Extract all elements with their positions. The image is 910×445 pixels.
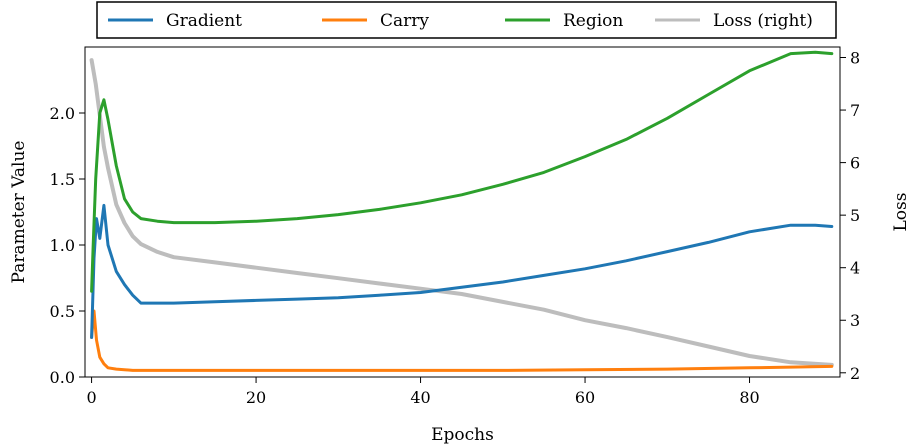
y2-tick-label: 4 xyxy=(850,259,860,278)
y-axis-label: Parameter Value xyxy=(9,141,29,284)
series-line-loss-right xyxy=(89,58,834,367)
y2-axis-label: Loss xyxy=(891,193,910,232)
y-tick-label: 0.0 xyxy=(50,368,75,387)
x-axis-label: Epochs xyxy=(431,425,494,445)
x-tick-label: 20 xyxy=(246,388,266,407)
x-tick-label: 40 xyxy=(410,388,430,407)
y-tick-label: 2.0 xyxy=(50,104,75,123)
x-tick-label: 0 xyxy=(86,388,96,407)
series-line-gradient xyxy=(90,203,834,339)
y-axis-ticks: 0.0 0.5 1.0 1.5 2.0 xyxy=(50,104,85,387)
legend-label-gradient: Gradient xyxy=(166,11,242,31)
legend: Gradient Carry Region Loss (right) xyxy=(96,1,837,39)
y2-axis-ticks: 2 3 4 5 6 7 8 xyxy=(840,49,860,383)
series-line-carry xyxy=(90,309,834,372)
legend-box xyxy=(96,1,837,39)
legend-label-loss-right: Loss (right) xyxy=(713,11,813,31)
legend-label-carry: Carry xyxy=(380,11,429,31)
y-tick-label: 1.5 xyxy=(50,170,75,189)
legend-label-region: Region xyxy=(563,11,623,31)
y2-tick-label: 3 xyxy=(850,311,860,330)
y2-tick-label: 6 xyxy=(850,154,860,173)
plot-frame xyxy=(84,46,841,378)
series-line-region xyxy=(90,50,834,293)
y-tick-label: 1.0 xyxy=(50,236,75,255)
y2-tick-label: 8 xyxy=(850,49,860,68)
y-tick-label: 0.5 xyxy=(50,302,75,321)
y2-tick-label: 2 xyxy=(850,364,860,383)
x-tick-label: 80 xyxy=(739,388,759,407)
y2-tick-label: 5 xyxy=(850,206,860,225)
plot-lines xyxy=(89,50,834,372)
x-axis-ticks: 0 20 40 60 80 xyxy=(86,377,760,407)
x-tick-label: 60 xyxy=(575,388,595,407)
y2-tick-label: 7 xyxy=(850,101,860,120)
